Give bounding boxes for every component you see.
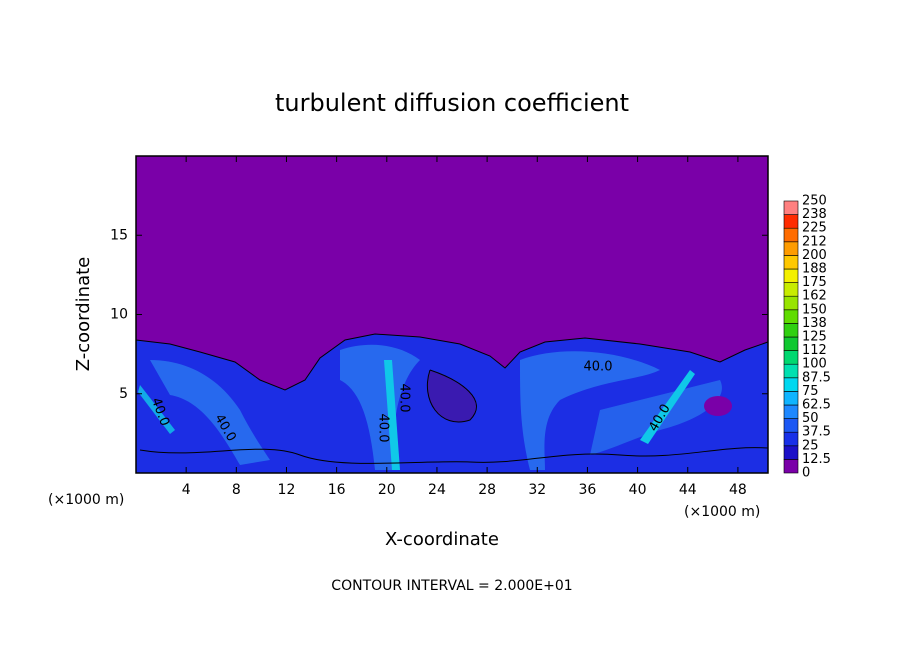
y-tick-label: 10 [110, 307, 128, 323]
colorbar-label: 225 [802, 221, 827, 236]
x-unit-label: (×1000 m) [684, 504, 760, 520]
footer: CONTOUR INTERVAL = 2.000E+01 [331, 578, 572, 594]
colorbar-box [783, 431, 799, 447]
calm-pocket [704, 396, 732, 416]
colorbar-label: 200 [802, 248, 827, 263]
swirl [340, 344, 420, 470]
colorbar-label: 112 [802, 343, 827, 358]
contour-line [426, 369, 477, 423]
x-tick-label: 44 [679, 482, 697, 498]
colorbar-box [783, 363, 799, 379]
colorbar-box [783, 323, 799, 338]
x-tick-label: 24 [428, 482, 446, 498]
colorbar-box [783, 336, 799, 351]
colorbar-label: 162 [802, 289, 827, 304]
colorbar-label: 0 [802, 466, 810, 481]
contour-label: 40.0 [397, 384, 412, 413]
colorbar-label: 37.5 [802, 425, 831, 440]
colorbar-box [783, 282, 799, 297]
y-axis-title: Z-coordinate [73, 257, 94, 372]
x-unit-label: (×1000 m) [48, 492, 124, 508]
contour-label: 40.0 [584, 360, 613, 375]
colorbar-box [783, 350, 799, 365]
colorbar-box [783, 418, 799, 433]
colorbar-box [783, 404, 799, 419]
colorbar-box [783, 377, 799, 392]
colorbar-label: 250 [802, 194, 827, 209]
x-tick-label: 32 [528, 482, 546, 498]
x-tick-label: 48 [729, 482, 747, 498]
x-tick-label: 20 [378, 482, 396, 498]
colorbar-box [783, 268, 799, 283]
colorbar-box [783, 391, 799, 406]
colorbar-box [783, 214, 799, 229]
contour-label: 40.0 [376, 414, 391, 443]
x-tick-label: 28 [478, 482, 496, 498]
colorbar-label: 150 [802, 302, 827, 317]
colorbar-box [783, 445, 799, 460]
colorbar-box [783, 295, 799, 311]
colorbar-label: 100 [802, 357, 827, 372]
contour-line [139, 447, 769, 464]
chart-title: turbulent diffusion coefficient [275, 89, 629, 117]
swirl [520, 351, 660, 470]
field [135, 156, 769, 474]
x-tick-label: 8 [232, 482, 241, 498]
colorbar-box [783, 255, 799, 270]
colorbar-box [783, 309, 799, 324]
colorbar-label: 188 [802, 262, 827, 277]
y-tick-label: 15 [110, 227, 128, 243]
x-tick-label: 36 [579, 482, 597, 498]
y-tick-label: 5 [119, 386, 128, 402]
streak [138, 385, 175, 434]
x-tick-label: 16 [328, 482, 346, 498]
colorbar-label: 138 [802, 316, 827, 331]
colorbar-box [783, 227, 799, 243]
colorbar-box [783, 459, 799, 474]
streak [384, 360, 400, 470]
colorbar-label: 75 [802, 384, 819, 399]
colorbar-label: 25 [802, 438, 819, 453]
x-tick-label: 40 [629, 482, 647, 498]
colorbar-label: 50 [802, 411, 819, 426]
colorbar-label: 125 [802, 330, 827, 345]
x-tick-label: 12 [278, 482, 296, 498]
streak [640, 370, 695, 444]
colorbar-label: 87.5 [802, 370, 831, 385]
colorbar-label: 212 [802, 234, 827, 249]
colorbar-label: 238 [802, 207, 827, 222]
colorbar-label: 12.5 [802, 452, 831, 467]
colorbar-box [783, 241, 799, 256]
x-tick-label: 4 [182, 482, 191, 498]
swirl [150, 360, 270, 465]
colorbar-box [783, 200, 799, 215]
x-axis-title: X-coordinate [385, 529, 499, 550]
colorbar-label: 62.5 [802, 398, 831, 413]
swirl [590, 380, 722, 455]
colorbar-label: 175 [802, 275, 827, 290]
